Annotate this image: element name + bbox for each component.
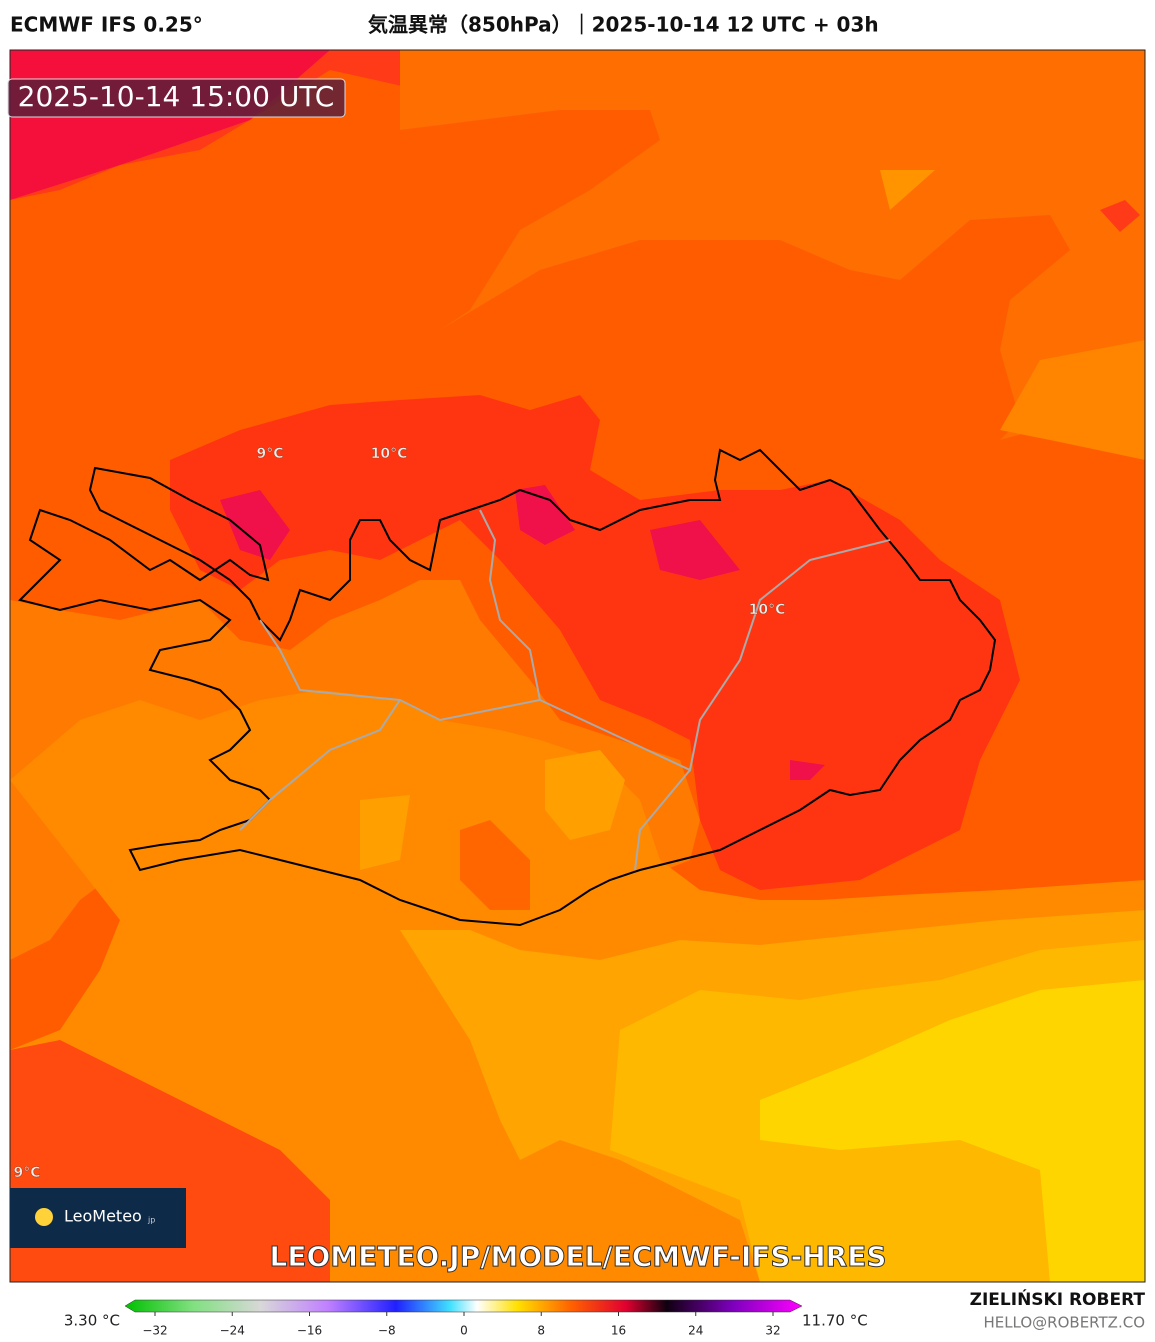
colorbar-tick-label: −16 [297, 1324, 322, 1338]
colorbar-tick-label: 24 [688, 1324, 703, 1338]
author: ZIELIŃSKI ROBERT [970, 1288, 1146, 1310]
contour-label: 9°C [13, 1165, 40, 1181]
colorbar-ticks: −32 −24 −16 −8 0 8 16 24 32 [142, 1312, 781, 1338]
title: 気温異常（850hPa）｜2025-10-14 12 UTC + 03h [368, 13, 879, 37]
colorbar-tick-label: −32 [142, 1324, 167, 1338]
logo-sun [35, 1208, 53, 1226]
field [360, 795, 410, 870]
map-frame [9, 49, 1146, 1283]
valid-time: 2025-10-14 15:00 UTC [18, 80, 335, 113]
model-name: ECMWF IFS 0.25° [10, 13, 203, 37]
colorbar-tick-label: 16 [611, 1324, 626, 1338]
contour-label: 9°C [256, 446, 283, 462]
colorbar-max: 11.70 °C [802, 1312, 868, 1330]
contour-label: 10°C [371, 446, 408, 462]
url: LEOMETEO.JP/MODEL/ECMWF-IFS-HRES [269, 1240, 886, 1273]
time-box [7, 78, 346, 118]
field [515, 485, 575, 545]
field [545, 750, 625, 840]
field [790, 760, 825, 780]
logo-suffix: jp [147, 1216, 155, 1225]
contour-label: 10°C [749, 602, 786, 618]
colorbar-tick-label: −24 [220, 1324, 245, 1338]
field [1000, 340, 1145, 460]
coastline [18, 448, 997, 927]
map: 9°C 10°C 10°C 9°C [10, 50, 1145, 1282]
colorbar-tick-label: 8 [537, 1324, 545, 1338]
field [400, 50, 1145, 440]
colorbar-min: 3.30 °C [64, 1312, 120, 1330]
colorbar-tick-label: −8 [378, 1324, 396, 1338]
email: HELLO@ROBERTZ.CO [983, 1314, 1145, 1332]
field [220, 490, 290, 560]
field [880, 170, 935, 210]
logo-name: LeoMeteo [64, 1207, 142, 1226]
field [760, 980, 1145, 1282]
field [1100, 200, 1140, 232]
border [239, 509, 891, 871]
colorbar-tick-label: 32 [765, 1324, 780, 1338]
colorbar-tick-label: 0 [460, 1324, 468, 1338]
field [460, 820, 530, 910]
field [650, 520, 740, 580]
colorbar [124, 1299, 803, 1313]
